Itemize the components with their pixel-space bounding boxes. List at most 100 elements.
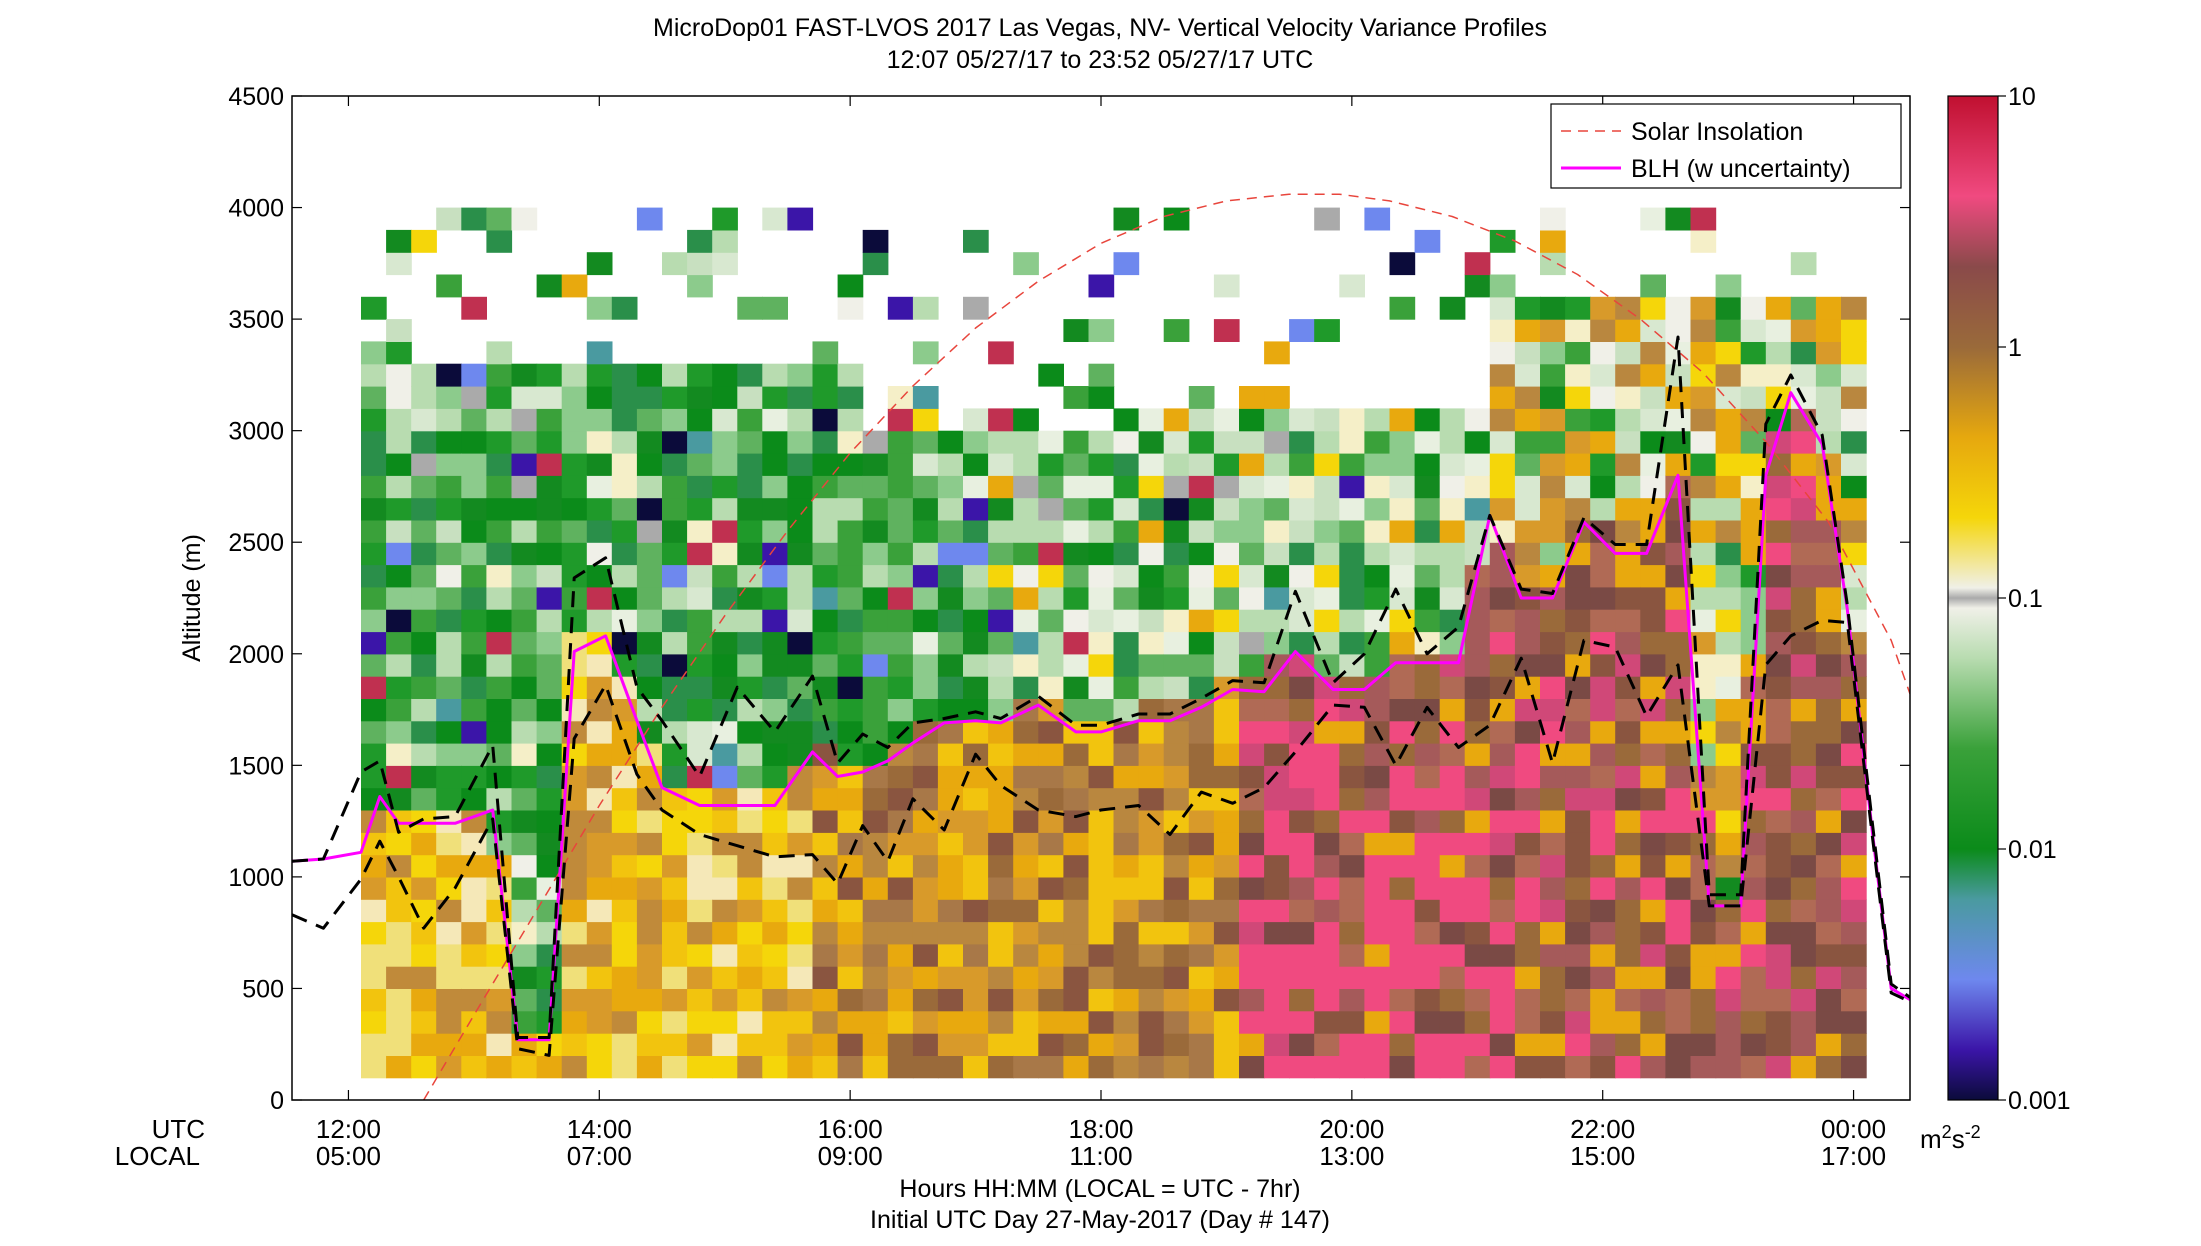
heatmap-cell (1464, 430, 1491, 454)
heatmap-cell (1615, 943, 1641, 967)
heatmap-cell (1088, 609, 1115, 633)
heatmap-cell (1790, 453, 1817, 476)
heatmap-cell (386, 609, 412, 633)
heatmap-cell (1841, 854, 1867, 878)
heatmap-cell (1188, 988, 1215, 1012)
heatmap-cell (1489, 519, 1516, 543)
heatmap-cell (1264, 810, 1290, 833)
heatmap-cell (1540, 475, 1566, 499)
heatmap-cell (1540, 810, 1566, 833)
heatmap-cell (1790, 966, 1817, 989)
heatmap-cell (1815, 296, 1842, 320)
heatmap-cell (361, 653, 387, 677)
x-axis-sublabel: Initial UTC Day 27-May-2017 (Day # 147) (870, 1206, 1330, 1234)
heatmap-cell (687, 921, 713, 945)
heatmap-cell (988, 743, 1014, 766)
heatmap-cell (1389, 698, 1416, 722)
heatmap-cell (1163, 876, 1190, 900)
heatmap-cell (1514, 943, 1541, 967)
heatmap-cell (1665, 787, 1692, 811)
heatmap-cell (461, 542, 487, 566)
heatmap-cell (411, 386, 437, 409)
heatmap-cell (1489, 765, 1516, 789)
heatmap-cell (1590, 832, 1616, 856)
heatmap-cell (1188, 899, 1215, 923)
heatmap-cell (1339, 430, 1365, 454)
heatmap-cell (712, 586, 738, 610)
heatmap-cell (486, 832, 513, 856)
heatmap-cell (1640, 854, 1666, 878)
heatmap-cell (1289, 832, 1315, 856)
heatmap-cell (436, 765, 462, 789)
heatmap-cell (1841, 698, 1867, 722)
heatmap-cell (762, 475, 788, 499)
heatmap-cell (762, 453, 788, 476)
heatmap-cell (1565, 765, 1591, 789)
heatmap-cell (1489, 832, 1516, 856)
heatmap-cell (1239, 408, 1265, 432)
heatmap-cell (1013, 631, 1039, 655)
heatmap-cell (1239, 564, 1265, 588)
heatmap-cell (1841, 319, 1867, 342)
heatmap-cell (988, 1055, 1014, 1079)
heatmap-cell (386, 966, 412, 989)
heatmap-cell (862, 519, 889, 543)
heatmap-cell (1213, 519, 1240, 543)
heatmap-cell (1565, 631, 1591, 655)
heatmap-cell (662, 497, 688, 521)
heatmap-cell (1113, 653, 1140, 677)
heatmap-cell (912, 787, 939, 811)
heatmap-cell (511, 966, 538, 989)
heatmap-cell (536, 832, 563, 856)
heatmap-cell (1339, 698, 1365, 722)
y-tick-label: 2000 (228, 641, 284, 669)
heatmap-cell (1138, 676, 1165, 699)
heatmap-cell (887, 475, 914, 499)
heatmap-cell (1540, 1055, 1566, 1079)
heatmap-cell (1063, 475, 1090, 499)
heatmap-cell (1790, 430, 1817, 454)
heatmap-cell (787, 832, 814, 856)
heatmap-cell (1239, 876, 1265, 900)
heatmap-cell (1339, 453, 1365, 476)
heatmap-cell (862, 430, 889, 454)
heatmap-cell (737, 1033, 763, 1056)
heatmap-cell (436, 966, 462, 989)
heatmap-cell (1690, 453, 1717, 476)
heatmap-cell (511, 698, 538, 722)
heatmap-cell (561, 899, 588, 923)
heatmap-cell (411, 787, 437, 811)
heatmap-cell (1188, 564, 1215, 588)
heatmap-cell (411, 519, 437, 543)
heatmap-cell (611, 631, 638, 655)
heatmap-cell (636, 542, 663, 566)
heatmap-cell (1514, 296, 1541, 320)
heatmap-cell (887, 966, 914, 989)
heatmap-cell (762, 698, 788, 722)
heatmap-cell (511, 519, 538, 543)
heatmap-cell (536, 810, 563, 833)
heatmap-cell (1740, 475, 1767, 499)
heatmap-cell (1439, 1010, 1466, 1034)
heatmap-cell (386, 899, 412, 923)
heatmap-cell (912, 386, 939, 409)
heatmap-cell (511, 988, 538, 1012)
heatmap-cell (1088, 519, 1115, 543)
heatmap-cell (712, 564, 738, 588)
heatmap-cell (1138, 720, 1165, 744)
heatmap-cell (1239, 810, 1265, 833)
heatmap-cell (1665, 363, 1692, 387)
heatmap-cell (436, 876, 462, 900)
heatmap-cell (386, 765, 412, 789)
heatmap-cell (687, 810, 713, 833)
heatmap-cell (1289, 921, 1315, 945)
heatmap-cell (1188, 386, 1215, 409)
heatmap-cell (1113, 854, 1140, 878)
heatmap-cell (1088, 386, 1115, 409)
heatmap-cell (887, 720, 914, 744)
heatmap-cell (787, 653, 814, 677)
heatmap-cell (436, 1010, 462, 1034)
heatmap-cell (1765, 698, 1792, 722)
heatmap-cell (1489, 274, 1516, 298)
heatmap-cell (1289, 698, 1315, 722)
